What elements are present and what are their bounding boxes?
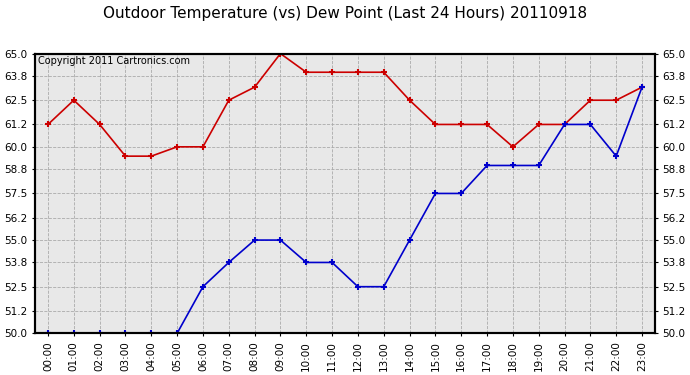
Text: Copyright 2011 Cartronics.com: Copyright 2011 Cartronics.com xyxy=(38,56,190,66)
Text: Outdoor Temperature (vs) Dew Point (Last 24 Hours) 20110918: Outdoor Temperature (vs) Dew Point (Last… xyxy=(103,6,587,21)
